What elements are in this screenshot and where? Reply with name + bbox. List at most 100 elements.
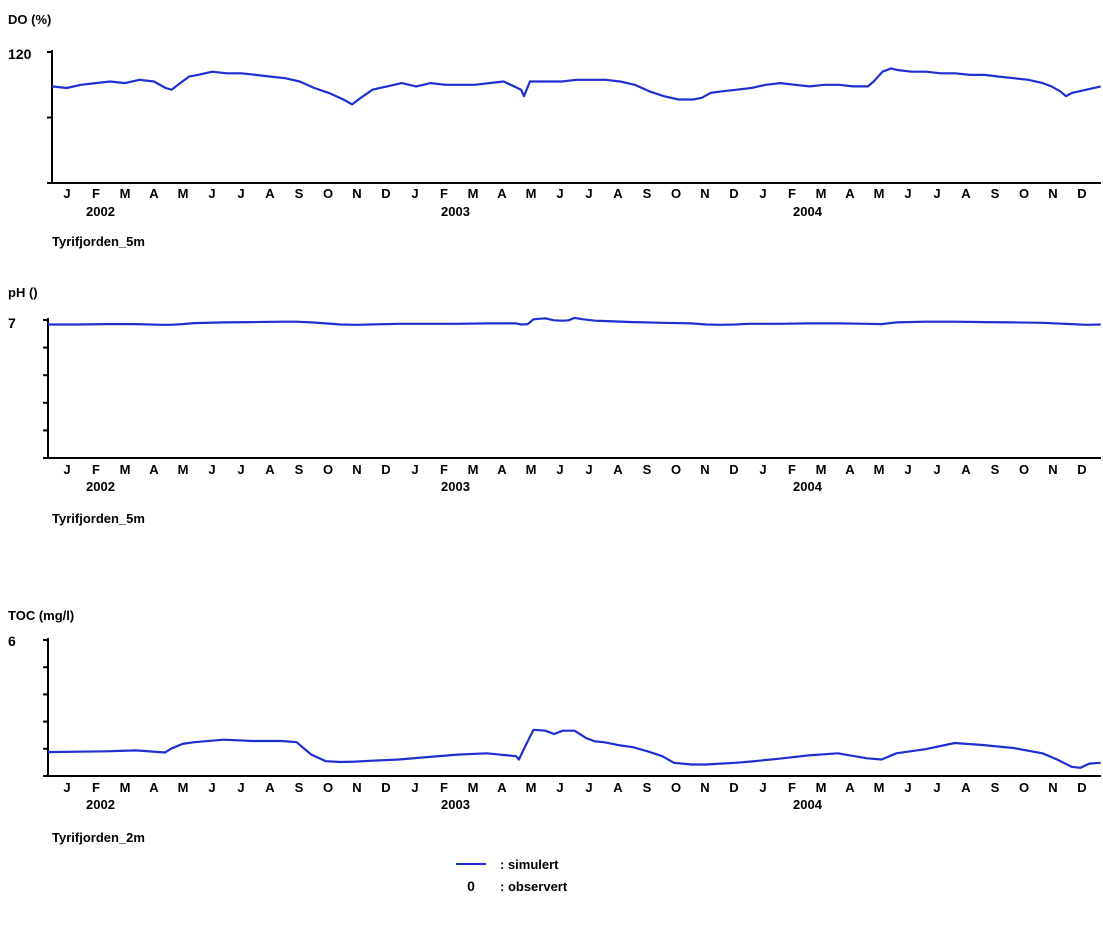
chart-title: pH () xyxy=(8,285,38,300)
x-tick-label-month: J xyxy=(904,462,911,477)
x-tick-label-month: J xyxy=(904,186,911,201)
x-tick-label-month: O xyxy=(323,462,333,477)
x-tick-label-month: J xyxy=(585,186,592,201)
x-tick-label-month: F xyxy=(92,462,100,477)
x-tick-label-year: 2004 xyxy=(793,479,823,494)
x-tick-label-month: J xyxy=(237,780,244,795)
x-tick-label-month: J xyxy=(237,462,244,477)
x-tick-label-month: A xyxy=(149,186,159,201)
x-tick-label-month: A xyxy=(845,462,855,477)
x-tick-label-month: S xyxy=(991,462,1000,477)
chart-title: TOC (mg/l) xyxy=(8,608,74,623)
x-tick-label-month: J xyxy=(411,780,418,795)
x-tick-label-month: A xyxy=(613,462,623,477)
x-tick-label-month: J xyxy=(585,462,592,477)
x-tick-label-month: F xyxy=(788,462,796,477)
x-tick-label-month: M xyxy=(178,780,189,795)
x-tick-label-month: O xyxy=(323,186,333,201)
y-tick-label-top: 7 xyxy=(8,315,16,331)
x-tick-label-month: A xyxy=(613,186,623,201)
x-tick-label-month: A xyxy=(961,186,971,201)
x-tick-label-month: O xyxy=(671,186,681,201)
x-tick-label-month: J xyxy=(759,462,766,477)
legend-label-observed: : observert xyxy=(500,878,568,894)
x-tick-label-month: M xyxy=(874,780,885,795)
x-tick-label-month: M xyxy=(816,186,827,201)
legend-item-observed: 0 : observert xyxy=(456,875,567,897)
x-tick-label-month: F xyxy=(440,462,448,477)
x-tick-label-month: M xyxy=(874,462,885,477)
legend-observed-symbol: 0 xyxy=(467,878,475,894)
x-tick-label-month: M xyxy=(816,462,827,477)
x-tick-label-month: D xyxy=(729,186,738,201)
series-line-simulert xyxy=(47,728,1101,769)
legend-line-swatch xyxy=(456,863,486,865)
chart-panel-3: TOC (mg/l) 6 J F M A M J J A S O N D J F M A M J J A S O N D J F M A M… xyxy=(8,608,1101,845)
x-tick-label-month: J xyxy=(933,462,940,477)
y-tick-label-top: 120 xyxy=(8,46,32,62)
x-tick-label-month: D xyxy=(1077,186,1086,201)
x-tick-label-month: O xyxy=(1019,186,1029,201)
x-tick-label-month: S xyxy=(295,780,304,795)
station-label: Tyrifjorden_5m xyxy=(52,234,145,249)
x-tick-label-month: A xyxy=(497,462,507,477)
x-tick-label-month: M xyxy=(526,780,537,795)
x-tick-label-month: O xyxy=(323,780,333,795)
series-line-simulert xyxy=(48,316,1101,326)
x-tick-label-month: D xyxy=(381,186,390,201)
legend-label-simulated: : simulert xyxy=(500,856,559,872)
x-tick-label-month: M xyxy=(468,186,479,201)
x-tick-label-month: O xyxy=(1019,462,1029,477)
x-tick-label-month: M xyxy=(526,186,537,201)
x-tick-label-month: S xyxy=(643,780,652,795)
x-tick-label-month: J xyxy=(759,186,766,201)
x-tick-label-month: M xyxy=(468,780,479,795)
x-tick-label-month: J xyxy=(411,186,418,201)
x-tick-label-month: F xyxy=(440,780,448,795)
x-tick-label-month: N xyxy=(1048,186,1057,201)
x-tick-label-month: D xyxy=(1077,462,1086,477)
x-tick-label-month: D xyxy=(381,780,390,795)
series-line-simulert xyxy=(51,67,1101,106)
x-tick-label-month: J xyxy=(63,780,70,795)
x-tick-label-month: A xyxy=(961,462,971,477)
x-tick-label-month: J xyxy=(933,780,940,795)
x-tick-label-month: N xyxy=(700,780,709,795)
station-label: Tyrifjorden_5m xyxy=(52,511,145,526)
x-tick-label-month: N xyxy=(700,186,709,201)
x-tick-label-month: A xyxy=(845,780,855,795)
x-tick-label-month: J xyxy=(63,186,70,201)
x-tick-label-year: 2004 xyxy=(793,204,823,219)
x-tick-label-month: A xyxy=(497,186,507,201)
x-tick-label-month: M xyxy=(816,780,827,795)
station-label: Tyrifjorden_2m xyxy=(52,830,145,845)
x-tick-label-month: N xyxy=(1048,462,1057,477)
x-tick-label-month: J xyxy=(208,462,215,477)
x-tick-label-month: S xyxy=(295,462,304,477)
x-tick-label-month: N xyxy=(352,186,361,201)
x-tick-label-month: J xyxy=(237,186,244,201)
x-tick-label-month: F xyxy=(788,186,796,201)
x-tick-label-month: S xyxy=(643,186,652,201)
x-tick-label-month: M xyxy=(178,462,189,477)
legend-item-simulated: : simulert xyxy=(456,853,559,875)
chart-panel-1: DO (%) 120 J F M A M J J A S O N D J F M A M J J A S O N D J F M A M J J… xyxy=(8,12,1101,249)
x-tick-label-month: J xyxy=(556,186,563,201)
x-tick-label-month: M xyxy=(120,780,131,795)
x-tick-label-month: S xyxy=(991,780,1000,795)
x-tick-label-month: F xyxy=(440,186,448,201)
x-tick-label-month: A xyxy=(497,780,507,795)
x-tick-label-month: D xyxy=(1077,780,1086,795)
x-tick-label-month: N xyxy=(700,462,709,477)
x-tick-label-month: A xyxy=(613,780,623,795)
x-tick-label-month: J xyxy=(63,462,70,477)
x-tick-label-month: N xyxy=(352,462,361,477)
x-tick-label-month: J xyxy=(208,186,215,201)
x-tick-label-year: 2004 xyxy=(793,797,823,812)
x-tick-label-month: J xyxy=(556,780,563,795)
x-tick-label-month: F xyxy=(788,780,796,795)
x-tick-label-month: J xyxy=(208,780,215,795)
x-tick-label-month: A xyxy=(265,780,275,795)
x-tick-label-year: 2003 xyxy=(441,204,470,219)
